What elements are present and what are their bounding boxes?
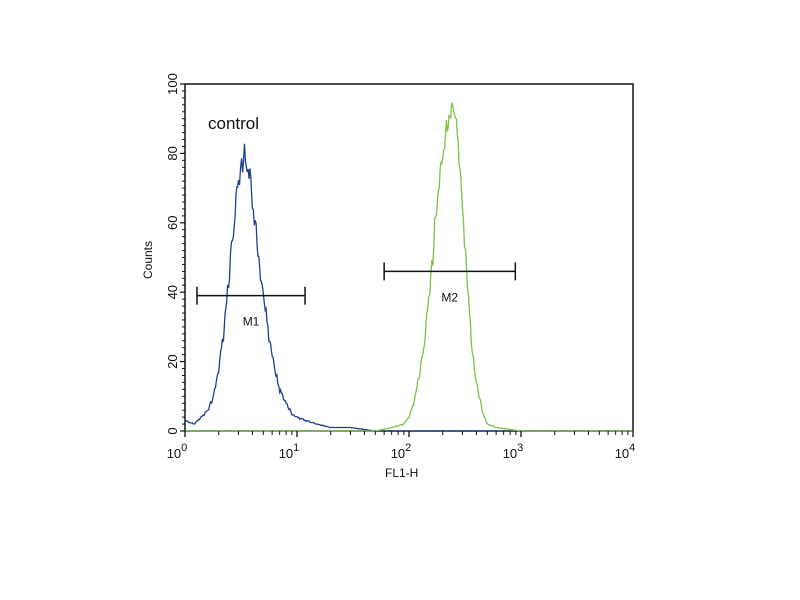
annotation-control: control — [208, 114, 259, 133]
marker-label-m2: M2 — [441, 290, 458, 304]
y-axis-label: Counts — [141, 241, 155, 279]
x-tick-label: 103 — [503, 442, 524, 461]
y-tick-label: 60 — [165, 216, 180, 230]
y-tick-label: 0 — [165, 427, 180, 434]
series-line-2 — [185, 102, 633, 432]
series-line-1 — [184, 143, 633, 432]
x-axis-label: FL1-H — [385, 466, 418, 480]
y-tick-label: 40 — [165, 285, 180, 299]
x-tick-label: 100 — [167, 442, 188, 461]
y-tick-label: 80 — [165, 146, 180, 160]
marker-label-m1: M1 — [243, 315, 260, 329]
x-tick-label: 101 — [279, 442, 300, 461]
x-tick-label: 104 — [615, 442, 636, 461]
plot-frame — [184, 83, 634, 432]
y-tick-label: 20 — [165, 354, 180, 368]
y-tick-label: 100 — [165, 73, 180, 95]
x-tick-label: 102 — [391, 442, 412, 461]
